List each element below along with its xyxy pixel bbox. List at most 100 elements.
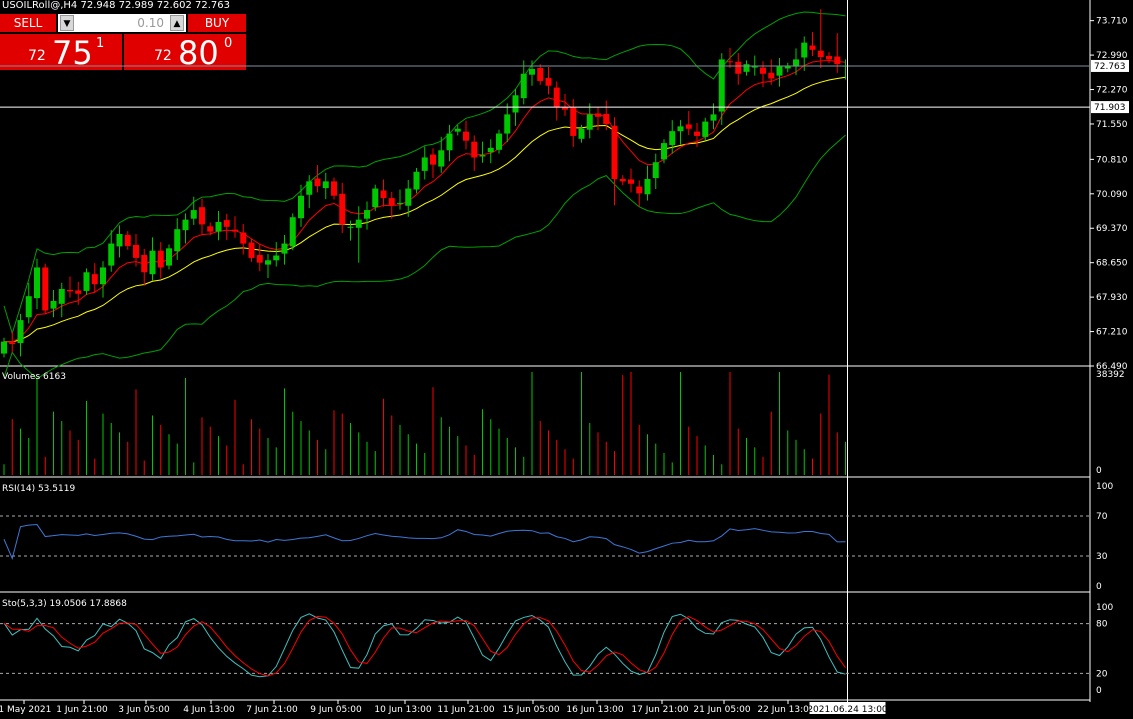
candle-body bbox=[248, 242, 255, 258]
last-price-box bbox=[1091, 59, 1129, 72]
candle-body bbox=[34, 267, 40, 299]
candle-body bbox=[570, 107, 577, 136]
candle-body bbox=[520, 73, 527, 99]
down-triangle-icon[interactable]: ▼ bbox=[60, 15, 74, 31]
stochastic-signal-line bbox=[3, 615, 846, 677]
candle-body bbox=[776, 66, 783, 76]
candle-body bbox=[652, 162, 659, 179]
volume-tick-label: 38392 bbox=[1096, 370, 1125, 380]
candle-body bbox=[619, 178, 626, 182]
candle-body bbox=[817, 50, 824, 58]
time-tick-label: 7 Jun 21:00 bbox=[246, 705, 298, 715]
candle-body bbox=[677, 126, 684, 132]
candle-body bbox=[710, 114, 717, 121]
candle-body bbox=[496, 133, 502, 150]
candle-body bbox=[421, 157, 428, 171]
candle-body bbox=[91, 274, 98, 285]
candle-body bbox=[644, 178, 651, 195]
candle-body bbox=[553, 87, 560, 108]
price-tick-label: 72.270 bbox=[1096, 86, 1128, 96]
candle-body bbox=[743, 64, 750, 72]
price-tick-label: 71.550 bbox=[1096, 120, 1128, 130]
rsi-title: RSI(14) 53.5119 bbox=[2, 484, 75, 494]
candle-body bbox=[718, 59, 725, 112]
candle-body bbox=[562, 107, 568, 110]
time-tick-label: 10 Jun 13:00 bbox=[374, 705, 431, 715]
lot-size-field[interactable]: ▼ 0.10 ▲ bbox=[58, 14, 186, 32]
sell-price-small: 72 bbox=[28, 48, 46, 64]
candle-body bbox=[454, 128, 461, 132]
crosshair-price-label: 71.903 bbox=[1094, 103, 1126, 113]
crosshair-price-box bbox=[1091, 101, 1129, 114]
candle-body bbox=[380, 190, 387, 199]
candle-body bbox=[595, 113, 601, 117]
lot-size-input[interactable]: 0.10 bbox=[137, 16, 164, 30]
candle-body bbox=[355, 219, 362, 228]
candle-body bbox=[347, 226, 354, 228]
up-triangle-icon[interactable]: ▲ bbox=[170, 15, 184, 31]
candle-body bbox=[223, 220, 230, 227]
candle-body bbox=[529, 68, 535, 75]
candle-body bbox=[545, 78, 552, 86]
candle-body bbox=[322, 181, 329, 189]
candle-body bbox=[314, 178, 321, 187]
time-tick-label: 31 May 2021 bbox=[0, 705, 51, 715]
price-tick-label: 66.490 bbox=[1096, 362, 1128, 372]
candle-body bbox=[281, 243, 288, 254]
candle-body bbox=[438, 150, 445, 167]
candle-body bbox=[397, 202, 403, 204]
candle-body bbox=[793, 59, 799, 67]
candle-body bbox=[760, 67, 766, 74]
candle-body bbox=[116, 233, 123, 247]
candle-body bbox=[190, 210, 197, 219]
candle-body bbox=[504, 114, 511, 134]
candle-body bbox=[58, 288, 65, 304]
candle-body bbox=[215, 222, 222, 232]
candle-body bbox=[479, 155, 486, 157]
time-tick-label: 3 Jun 05:00 bbox=[118, 705, 170, 715]
time-tick-label: 1 Jun 21:00 bbox=[56, 705, 108, 715]
candle-body bbox=[735, 61, 742, 74]
candle-body bbox=[9, 342, 16, 344]
crosshair-time-label: 2021.06.24 13:00 bbox=[807, 705, 888, 715]
volume-tick-label: 0 bbox=[1096, 466, 1102, 476]
price-tick-label: 72.990 bbox=[1096, 51, 1128, 61]
candle-body bbox=[199, 207, 205, 225]
candle-body bbox=[273, 255, 280, 261]
volume-title: Volumes 6163 bbox=[2, 372, 66, 382]
candle-body bbox=[157, 250, 164, 268]
candle-body bbox=[240, 232, 247, 244]
rsi-tick-label: 100 bbox=[1096, 482, 1113, 492]
candle-body bbox=[512, 95, 519, 113]
sell-button[interactable]: SELL bbox=[0, 14, 56, 32]
candle-body bbox=[669, 131, 676, 146]
time-tick-label: 17 Jun 21:00 bbox=[631, 705, 688, 715]
time-tick-label: 21 Jun 05:00 bbox=[693, 705, 750, 715]
candle-body bbox=[834, 56, 841, 65]
candle-body bbox=[727, 61, 733, 63]
price-tick-label: 70.810 bbox=[1096, 155, 1128, 165]
candle-body bbox=[463, 131, 469, 141]
candle-body bbox=[17, 320, 24, 344]
rsi-tick-label: 30 bbox=[1096, 552, 1108, 562]
stochastic-title: Sto(5,3,3) 19.0506 17.8868 bbox=[2, 599, 127, 609]
candle-body bbox=[446, 133, 453, 151]
candle-body bbox=[124, 234, 131, 246]
candle-body bbox=[430, 154, 436, 165]
candle-body bbox=[83, 272, 90, 291]
candle-body bbox=[809, 45, 816, 50]
candle-body bbox=[586, 114, 593, 130]
rsi-tick-label: 70 bbox=[1096, 512, 1108, 522]
candle-body bbox=[306, 181, 313, 195]
candle-body bbox=[801, 42, 808, 58]
time-tick-label: 11 Jun 21:00 bbox=[437, 705, 494, 715]
candle-body bbox=[694, 131, 700, 136]
buy-button[interactable]: BUY bbox=[188, 14, 246, 32]
candle-body bbox=[537, 68, 544, 81]
price-tick-label: 73.710 bbox=[1096, 17, 1128, 27]
candle-body bbox=[149, 250, 156, 275]
sell-price-sup: 1 bbox=[96, 36, 105, 51]
candle-body bbox=[405, 188, 412, 206]
candle-body bbox=[166, 248, 172, 266]
